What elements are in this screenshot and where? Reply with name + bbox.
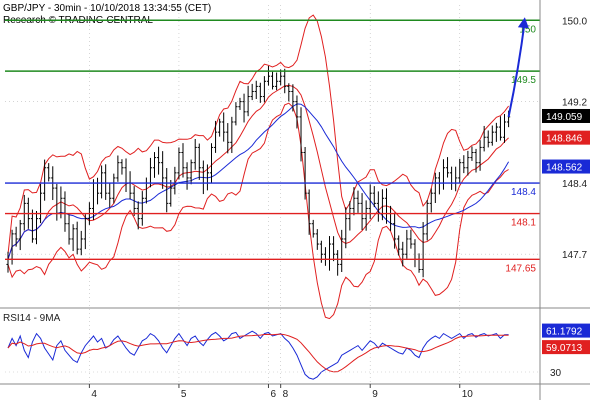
time-tick-label: 9 <box>372 389 378 400</box>
time-tick-label: 4 <box>91 389 97 400</box>
price-tag: 148.846 <box>542 130 590 145</box>
rsi-value-tag: 59.0713 <box>542 340 590 355</box>
forecast-arrow <box>507 20 526 118</box>
level-label: 148.4 <box>511 187 536 198</box>
price-panel: 150 149.5 148.4 148.1 147.65 <box>5 5 540 384</box>
rsi-ma-line <box>7 333 509 373</box>
rsi-value-label: 61.1792 <box>546 327 583 338</box>
price-tag-box <box>542 130 590 145</box>
bollinger-lower <box>7 102 509 320</box>
price-tag-box <box>542 108 590 123</box>
rsi-panel: RSI14 - 9MA <box>3 313 540 380</box>
rsi-value-box <box>542 340 590 355</box>
rsi-value-box <box>542 323 590 338</box>
level-label: 148.1 <box>511 218 536 229</box>
level-label: 147.65 <box>505 263 536 274</box>
price-tick-label: 147.7 <box>562 250 587 261</box>
time-tick-label: 6 <box>270 389 276 400</box>
bollinger-upper <box>7 14 510 255</box>
chart-title: GBP/JPY - 30min - 10/10/2018 13:34:55 (C… <box>3 3 211 14</box>
rsi-line <box>7 330 509 380</box>
rsi-tick-label: 30 <box>550 368 562 379</box>
moving-average <box>7 103 510 260</box>
level-label: 149.5 <box>511 75 536 86</box>
time-tick-label: 5 <box>181 389 187 400</box>
price-tag: 148.562 <box>542 159 590 174</box>
time-tick-label: 8 <box>283 389 289 400</box>
price-tag-label: 148.846 <box>546 134 583 145</box>
price-tick-label: 148.4 <box>562 179 587 190</box>
price-tag-label: 149.059 <box>546 112 583 123</box>
rsi-value-tag: 61.1792 <box>542 323 590 338</box>
rsi-value-label: 59.0713 <box>546 343 583 354</box>
level-label: 150 <box>519 24 536 35</box>
bollinger-middle <box>7 84 509 260</box>
price-tick-label: 150.0 <box>562 16 587 27</box>
price-tag: 149.059 <box>542 108 590 123</box>
price-tag-label: 148.562 <box>546 163 583 174</box>
time-tick-label: 10 <box>462 389 474 400</box>
price-tick-label: 149.2 <box>562 98 587 109</box>
price-tag-box <box>542 159 590 174</box>
rsi-title: RSI14 - 9MA <box>3 313 61 324</box>
forecast-arrow-head <box>517 17 529 29</box>
